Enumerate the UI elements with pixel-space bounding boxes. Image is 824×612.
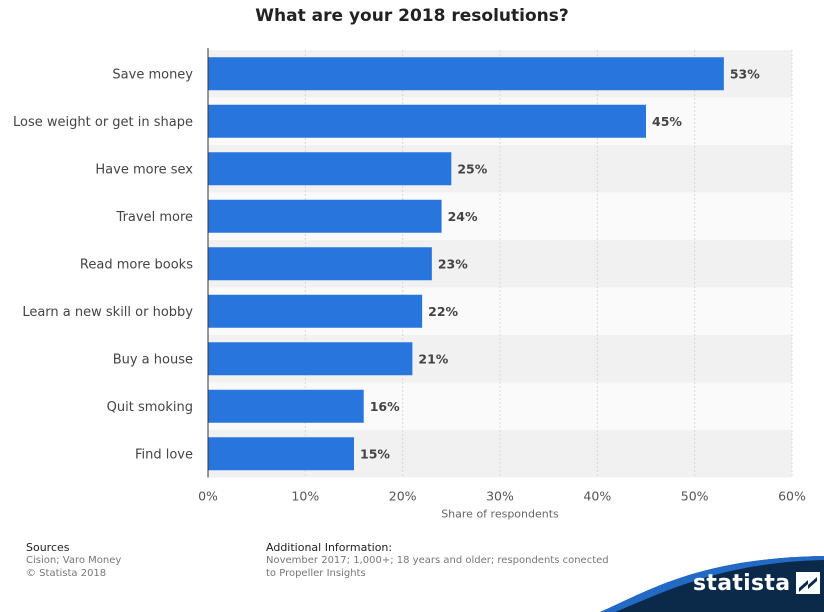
category-label: Find love: [135, 447, 193, 462]
bar[interactable]: [208, 152, 452, 186]
bar[interactable]: [208, 342, 413, 376]
category-label: Quit smoking: [107, 400, 193, 415]
additional-info-heading: Additional Information:: [266, 541, 393, 554]
x-tick-labels: 0% 10% 20% 30% 40% 50% 60%: [198, 489, 806, 504]
value-label: 15%: [360, 446, 390, 461]
bar[interactable]: [208, 104, 646, 138]
bar[interactable]: [208, 57, 724, 91]
category-label: Travel more: [116, 210, 193, 225]
additional-info-text-1: November 2017; 1,000+; 18 years and olde…: [266, 555, 609, 566]
x-tick-label: 30%: [486, 489, 514, 504]
value-label: 22%: [428, 304, 458, 319]
chart-title: What are your 2018 resolutions?: [255, 6, 569, 26]
value-label: 25%: [457, 161, 487, 176]
bar[interactable]: [208, 247, 432, 281]
value-label: 45%: [652, 114, 682, 129]
additional-info-block: Additional Information: November 2017; 1…: [266, 541, 626, 580]
category-label: Have more sex: [95, 162, 193, 177]
category-label: Save money: [112, 67, 193, 82]
category-label: Lose weight or get in shape: [13, 115, 193, 130]
bars: [208, 57, 724, 471]
value-label: 21%: [418, 351, 448, 366]
sources-text: Cision; Varo Money: [26, 555, 122, 566]
sources-block: Sources Cision; Varo Money © Statista 20…: [26, 541, 121, 580]
brand-name: statista: [693, 570, 791, 596]
x-axis-title: Share of respondents: [441, 508, 559, 521]
x-tick-label: 50%: [681, 489, 709, 504]
copyright-text: © Statista 2018: [26, 568, 107, 579]
additional-info-text-2: to Propeller Insights: [266, 568, 366, 579]
bar[interactable]: [208, 294, 423, 328]
category-label: Read more books: [80, 257, 193, 272]
value-label: 53%: [730, 66, 760, 81]
x-tick-label: 20%: [389, 489, 417, 504]
bar[interactable]: [208, 437, 354, 471]
statista-logo[interactable]: statista: [693, 570, 821, 596]
value-label: 23%: [438, 256, 468, 271]
value-label: 24%: [448, 209, 478, 224]
x-tick-label: 60%: [778, 489, 806, 504]
category-label: Buy a house: [113, 352, 193, 367]
value-label: 16%: [370, 399, 400, 414]
bar[interactable]: [208, 389, 364, 423]
statista-logo-icon: [796, 572, 821, 594]
x-tick-label: 0%: [198, 489, 218, 504]
value-labels: 53% 45% 25% 24% 23% 22% 21% 16% 15%: [360, 66, 760, 461]
bar-chart: Save money Lose weight or get in shape Hav…: [13, 48, 806, 521]
x-tick-label: 40%: [583, 489, 611, 504]
x-tick-label: 10%: [291, 489, 319, 504]
category-labels: Save money Lose weight or get in shape Hav…: [13, 67, 193, 462]
sources-heading: Sources: [26, 541, 70, 554]
bar[interactable]: [208, 199, 442, 233]
category-label: Learn a new skill or hobby: [22, 305, 193, 320]
